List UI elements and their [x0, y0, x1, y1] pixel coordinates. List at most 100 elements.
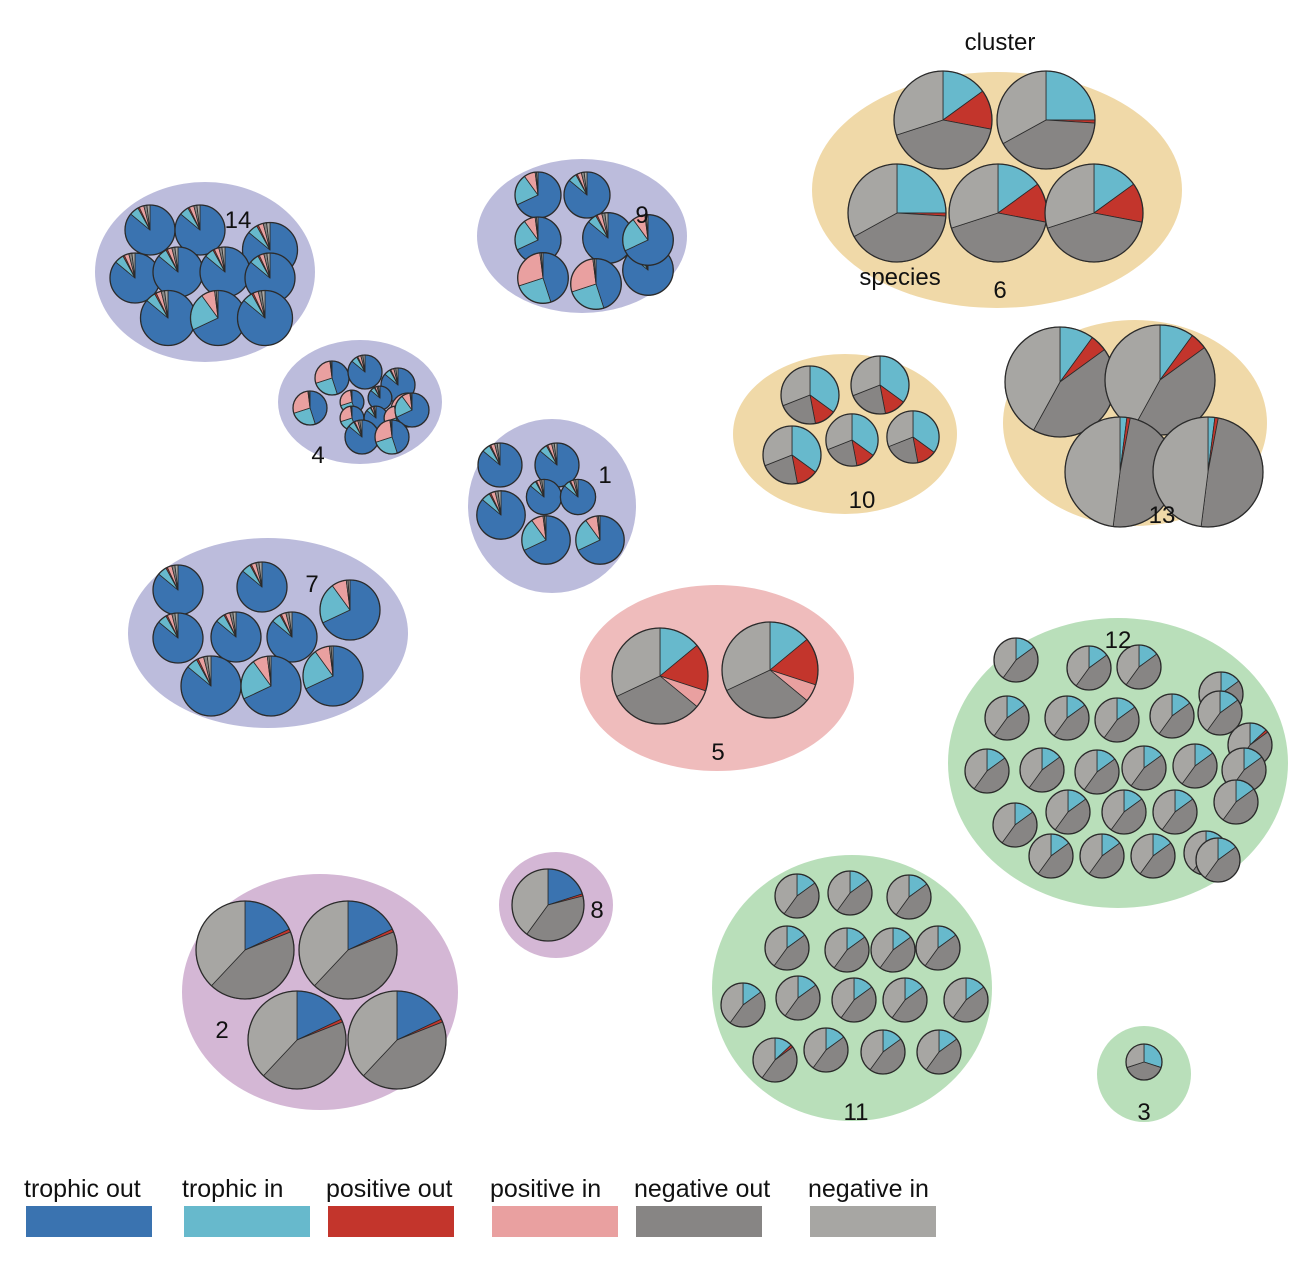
pie-outline [1130, 833, 1176, 879]
species-pie [139, 289, 197, 347]
species-pie [477, 442, 523, 488]
pie-outline [174, 204, 226, 256]
species-pie [916, 1029, 962, 1075]
pie-outline [563, 171, 611, 219]
legend-swatch [810, 1206, 936, 1237]
species-pie [882, 977, 928, 1023]
species-pie [870, 927, 916, 973]
species-pie [210, 611, 262, 663]
cluster-label-11: 11 [844, 1099, 869, 1126]
cluster-label-9: 9 [635, 202, 648, 229]
cluster-labels: 14 9 4 1 7 6 10 13 5 12 11 3 8 2 [215, 202, 1175, 1126]
species-pie [762, 425, 822, 485]
pie-outline [720, 982, 766, 1028]
pie-outline [721, 621, 819, 719]
pie-outline [319, 579, 381, 641]
species-pie [1104, 324, 1216, 436]
legend-swatch [184, 1206, 310, 1237]
cluster-label-1: 1 [598, 462, 611, 489]
species-pie [199, 246, 251, 298]
species-pie [476, 490, 526, 540]
pie-outline [476, 490, 526, 540]
pie-outline [152, 612, 204, 664]
pie-outline [570, 258, 622, 310]
species-pie [236, 289, 294, 347]
pie-outline [292, 390, 328, 426]
cluster-label-3: 3 [1137, 1099, 1150, 1126]
species-pie [266, 611, 318, 663]
species-pie [559, 478, 597, 516]
pie-outline [622, 214, 674, 266]
cluster-label-4: 4 [311, 442, 324, 469]
species-pie [1074, 749, 1120, 795]
pie-outline [1172, 743, 1218, 789]
pie-outline [559, 478, 597, 516]
species-pie [319, 579, 381, 641]
species-pie [240, 655, 302, 717]
species-pie [803, 1027, 849, 1073]
species-pie [1197, 690, 1243, 736]
pie-outline [1094, 697, 1140, 743]
species-pie [563, 171, 611, 219]
species-pie [195, 900, 295, 1000]
pie-outline [992, 802, 1038, 848]
pie-outline [1213, 779, 1259, 825]
pie-outline [1066, 645, 1112, 691]
species-pie [774, 873, 820, 919]
legend-swatch [636, 1206, 762, 1237]
species-pie [1028, 833, 1074, 879]
species-pie [152, 564, 204, 616]
legend-swatch [492, 1206, 618, 1237]
pie-outline [870, 927, 916, 973]
species-pie [847, 163, 947, 263]
species-pie [236, 561, 288, 613]
pie-outline [1074, 749, 1120, 795]
pie-slice-trophic-in [1045, 70, 1096, 121]
species-pie [525, 478, 563, 516]
cluster-label-6: 6 [993, 277, 1006, 304]
species-pie [1121, 745, 1167, 791]
pie-outline [347, 990, 447, 1090]
pie-outline [240, 655, 302, 717]
pie-outline [824, 927, 870, 973]
pie-outline [521, 515, 571, 565]
species-pie [511, 868, 585, 942]
pie-outline [511, 868, 585, 942]
species-pie [1044, 163, 1144, 263]
pie-outline [916, 1029, 962, 1075]
pie-outline [762, 425, 822, 485]
species-pie [827, 870, 873, 916]
pie-outline [1116, 644, 1162, 690]
species-pie [720, 982, 766, 1028]
species-pie [752, 1037, 798, 1083]
pie-outline [1019, 747, 1065, 793]
species-pie [915, 925, 961, 971]
pie-outline [1149, 693, 1195, 739]
cluster-label-7: 7 [305, 571, 318, 598]
cluster-label-2: 2 [215, 1017, 228, 1044]
species-pie [1213, 779, 1259, 825]
species-pie [860, 1029, 906, 1075]
pie-outline [1121, 745, 1167, 791]
pie-outline [1044, 163, 1144, 263]
species-pie [1079, 833, 1125, 879]
species-pie [514, 216, 562, 264]
species-pies [109, 70, 1273, 1090]
species-pie [1044, 695, 1090, 741]
species-pie [534, 442, 580, 488]
pie-outline [1197, 690, 1243, 736]
species-pie [943, 977, 989, 1023]
species-pie [1195, 837, 1241, 883]
species-pie [1152, 789, 1198, 835]
species-pie [1172, 743, 1218, 789]
species-pie [993, 637, 1039, 683]
species-pie [850, 355, 910, 415]
species-pie [622, 214, 674, 266]
species-pie [893, 70, 993, 170]
pie-outline [775, 975, 821, 1021]
species-pie [347, 354, 383, 390]
pie-outline [517, 252, 569, 304]
pie-outline [1195, 837, 1241, 883]
pie-outline [825, 413, 879, 467]
